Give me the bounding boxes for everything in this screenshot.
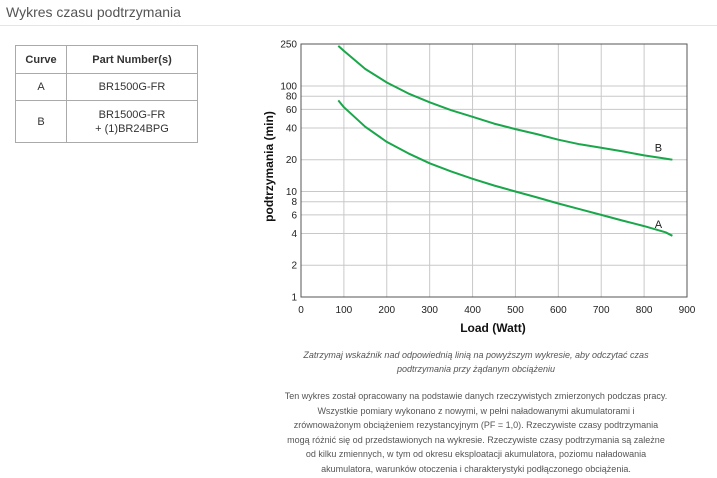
note-line: zrównoważonym obciążeniem rezystancyjnym… [293, 420, 659, 430]
y-tick-label: 8 [291, 197, 297, 208]
note-line: Wszystkie pomiary wykonano z nowymi, w p… [317, 405, 635, 416]
table-header-row: Curve Part Number(s) [15, 45, 198, 74]
x-tick-label: 700 [593, 305, 610, 316]
x-tick-label: 400 [464, 305, 481, 316]
header-part-numbers: Part Number(s) [66, 45, 198, 74]
x-axis-label: Load (Watt) [460, 321, 526, 335]
chart-caption: Zatrzymaj wskaźnik nad odpowiednią linią… [265, 348, 687, 376]
x-tick-label: 100 [336, 305, 353, 316]
y-tick-label: 100 [280, 81, 297, 92]
table-row: B BR1500G-FR + (1)BR24BPG [15, 100, 198, 143]
part-line: BR1500G-FR [98, 108, 166, 121]
x-tick-label: 300 [421, 305, 438, 316]
note-line: Ten wykres został opracowany na podstawi… [284, 391, 668, 401]
y-tick-label: 2 [291, 261, 297, 272]
y-axis-label: podtrzymania (min) [262, 111, 276, 222]
series-line-a [337, 99, 673, 237]
y-tick-label: 10 [286, 187, 298, 198]
header-curve: Curve [15, 45, 67, 74]
note-line: akumulatora, warunków otoczenia i charak… [321, 463, 631, 474]
series-label-a: A [655, 219, 663, 231]
x-tick-label: 0 [298, 305, 304, 316]
table-row: A BR1500G-FR [15, 73, 198, 101]
plot-frame [300, 43, 688, 298]
y-tick-label: 20 [286, 155, 298, 166]
caption-line: Zatrzymaj wskaźnik nad odpowiednią linią… [303, 350, 649, 360]
y-tick-label: 60 [286, 105, 298, 116]
note-line: mogą różnić się od przedstawionych na wy… [287, 434, 665, 445]
x-tick-label: 500 [507, 305, 524, 316]
cell-part-number: BR1500G-FR + (1)BR24BPG [66, 100, 198, 143]
page-title: Wykres czasu podtrzymania [6, 4, 181, 20]
y-tick-label: 4 [291, 229, 297, 240]
y-tick-label: 80 [286, 92, 298, 103]
y-tick-label: 6 [291, 210, 297, 221]
plot-area [301, 44, 687, 297]
title-divider [0, 25, 717, 26]
x-tick-label: 200 [378, 305, 395, 316]
y-tick-label: 250 [280, 40, 297, 51]
chart-note: Ten wykres został opracowany na podstawi… [250, 389, 702, 476]
caption-line: podtrzymania przy żądanym obciążeniu [396, 364, 556, 374]
curve-parts-table: Curve Part Number(s) A BR1500G-FR B BR15… [15, 45, 198, 143]
part-line: + (1)BR24BPG [95, 122, 169, 135]
note-line: od kilku zmiennych, w tym od okresu eksp… [305, 449, 647, 459]
x-tick-label: 900 [679, 305, 696, 316]
x-tick-label: 800 [636, 305, 653, 316]
cell-curve: B [15, 100, 67, 143]
x-tick-label: 600 [550, 305, 567, 316]
y-tick-label: 40 [286, 123, 298, 134]
cell-part-number: BR1500G-FR [66, 73, 198, 101]
series-line-b [337, 45, 673, 161]
y-tick-label: 1 [291, 293, 297, 304]
part-line: BR1500G-FR [98, 81, 166, 93]
series-label-b: B [655, 143, 662, 155]
